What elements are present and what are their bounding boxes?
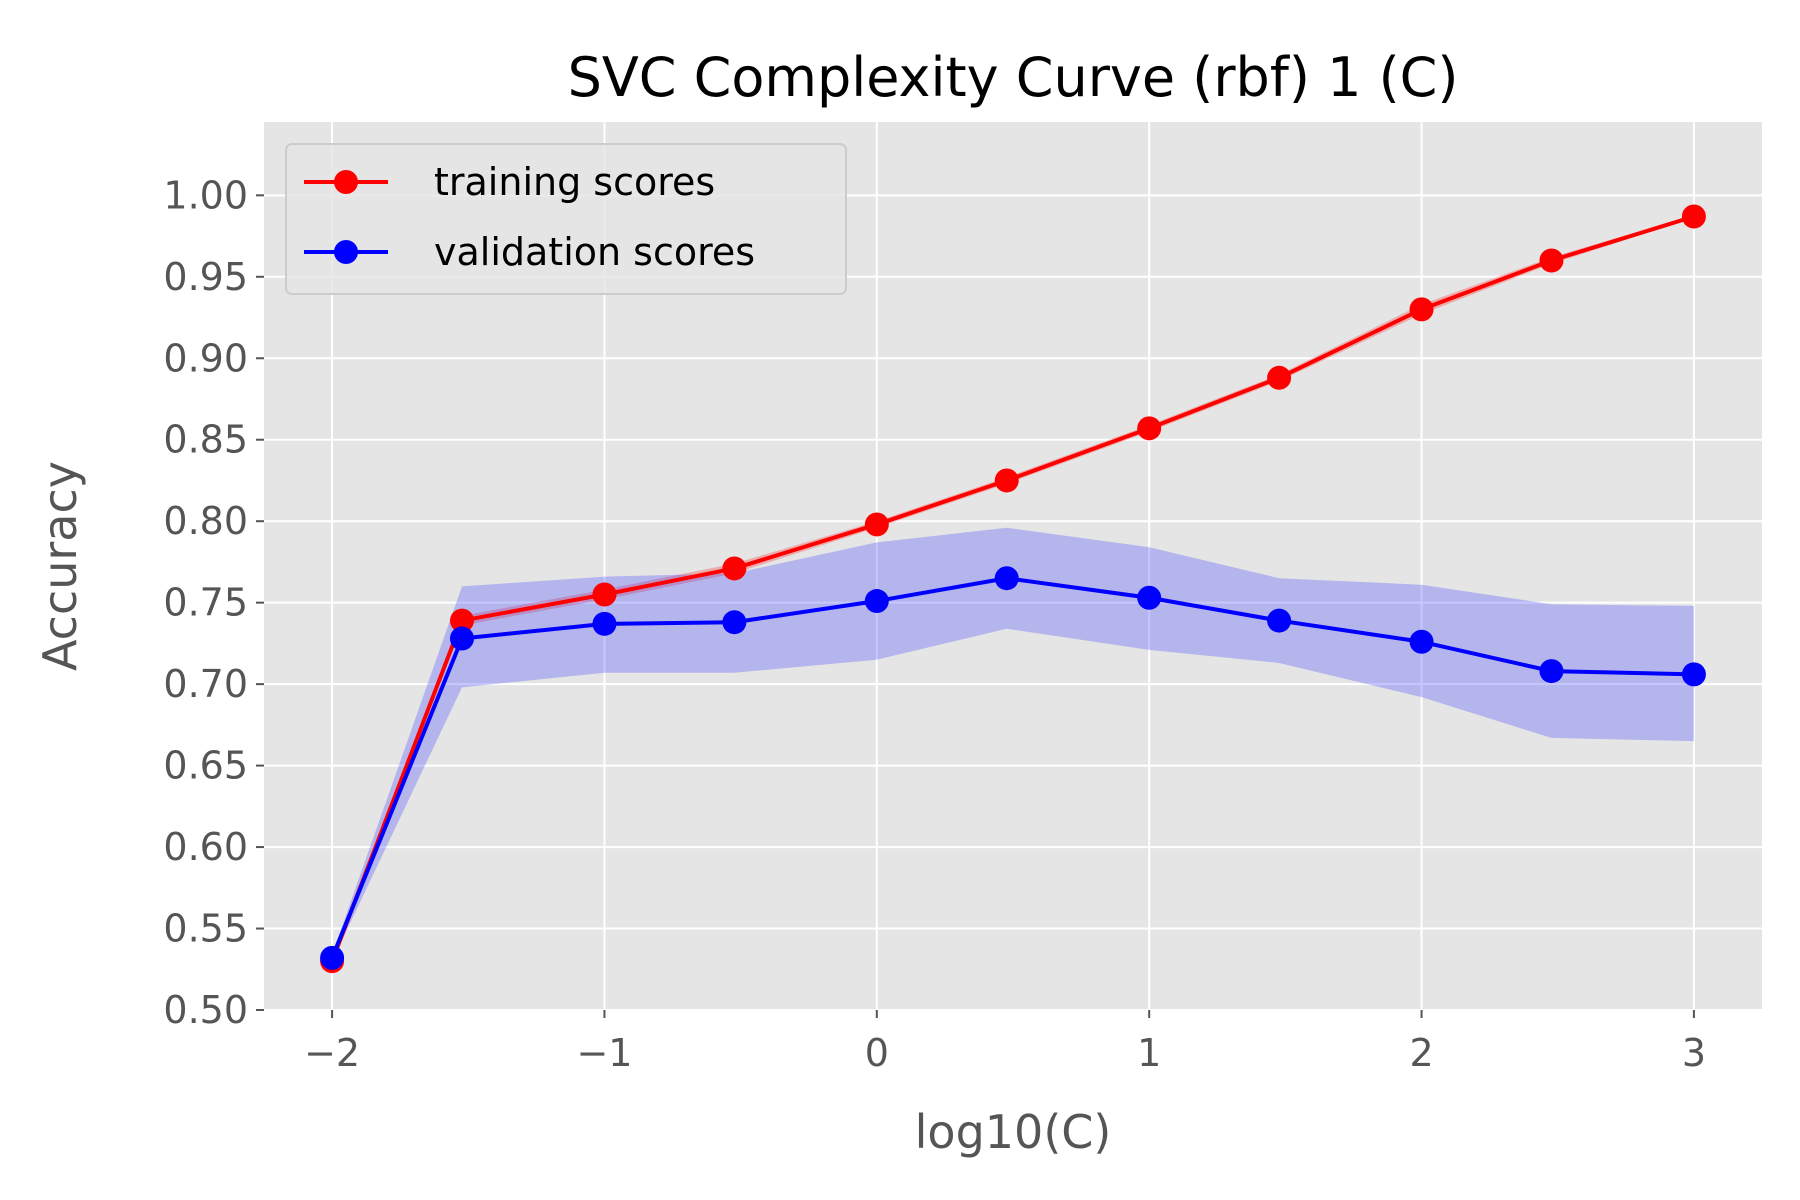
series-1-point [1409,297,1434,322]
y-tick-label: 0.65 [163,744,248,788]
x-axis-label: log10(C) [915,1105,1112,1159]
y-tick-label: 0.70 [163,662,248,706]
x-axis-ticks: −2 −1 0 1 2 3 [304,1010,1706,1075]
y-tick-label: 0.50 [163,988,248,1032]
x-tick-label: 3 [1682,1031,1706,1075]
x-tick-label: 0 [865,1031,889,1075]
series-2-point [994,566,1019,591]
y-tick-label: 0.75 [163,581,248,625]
series-2-band [332,527,1694,962]
series-2-point [1681,662,1706,687]
series-markers [320,204,1706,974]
series-2-point [1137,585,1162,610]
series-1-point [1681,204,1706,229]
series-2-point [722,610,747,635]
y-tick-label: 0.60 [163,825,248,869]
series-1-point [592,582,617,607]
series-2-point [1539,659,1564,684]
legend: training scores validation scores [285,143,847,295]
x-tick-label: 1 [1137,1031,1161,1075]
series-2-point [864,589,889,614]
series-2-point [1267,608,1292,633]
legend-box [285,143,847,295]
legend-label: validation scores [434,230,755,274]
series-2-point [450,626,475,651]
series-1-point [864,512,889,537]
series-1-point [1137,416,1162,441]
series-2-point [592,611,617,636]
series-1-point [722,556,747,581]
series-1-point [1539,248,1564,273]
legend-swatch-marker [334,240,358,264]
y-axis-ticks: 0.50 0.55 0.60 0.65 0.70 0.75 0.80 0.85 0.90 0.95… [163,173,264,1032]
y-tick-label: 0.90 [163,336,248,380]
x-tick-label: −2 [304,1031,360,1075]
y-tick-label: 0.85 [163,418,248,462]
series-1-point [994,468,1019,493]
y-tick-label: 0.95 [163,255,248,299]
series-1-point [450,608,475,633]
series-2-point [320,945,345,970]
y-tick-label: 0.55 [163,907,248,951]
legend-swatch-marker [334,170,358,194]
legend-label: training scores [434,160,715,204]
y-axis-label: Accuracy [33,461,87,671]
chart-title: SVC Complexity Curve (rbf) 1 (C) [568,46,1459,109]
y-tick-label: 0.80 [163,499,248,543]
y-tick-label: 1.00 [163,173,248,217]
x-tick-label: 2 [1409,1031,1433,1075]
x-tick-label: −1 [576,1031,632,1075]
series-2-point [1409,629,1434,654]
series-1-point [1267,365,1292,390]
